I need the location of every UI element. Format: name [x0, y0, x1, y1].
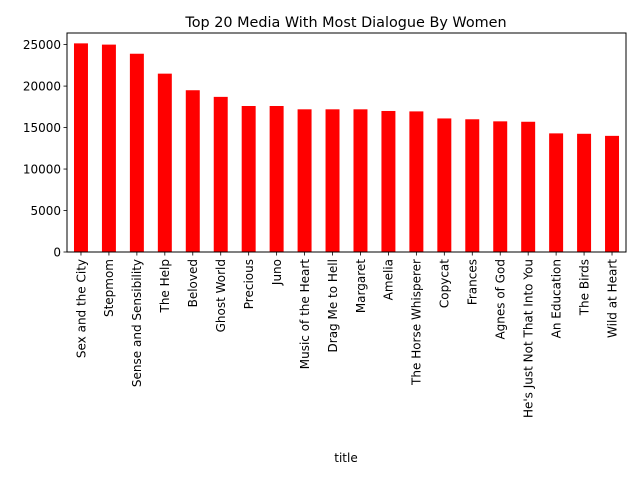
bar	[325, 109, 340, 253]
bar	[157, 73, 172, 252]
bar	[465, 119, 480, 252]
x-tick-label: Ghost World	[214, 259, 228, 332]
y-tick-label: 25000	[23, 38, 61, 52]
x-tick-label: Beloved	[186, 259, 200, 307]
bar	[269, 106, 284, 252]
bar	[353, 109, 368, 253]
bar	[297, 109, 312, 253]
y-tick-label: 10000	[23, 163, 61, 177]
bar	[605, 135, 620, 252]
x-tick-label: Amelia	[382, 259, 396, 300]
chart-title: Top 20 Media With Most Dialogue By Women	[184, 15, 506, 31]
bar	[241, 106, 256, 252]
bar	[493, 121, 508, 252]
x-tick-label: An Education	[549, 259, 563, 338]
x-axis: Sex and the City Stepmom Sense and Sensibi…	[74, 252, 619, 418]
bar	[577, 133, 592, 252]
bar	[409, 111, 424, 252]
bars	[73, 43, 620, 253]
x-tick-label: Music of the Heart	[298, 259, 312, 370]
bar	[521, 121, 536, 253]
y-tick-label: 0	[53, 246, 61, 260]
x-tick-label: He's Just Not That Into You	[521, 259, 535, 418]
bar	[437, 118, 452, 253]
x-tick-label: Margaret	[354, 259, 368, 313]
y-axis: 0 5000 10000 15000 20000 25000	[23, 38, 67, 260]
plot-frame	[66, 32, 627, 253]
x-tick-label: Precious	[242, 259, 256, 309]
x-axis-label: title	[334, 451, 357, 465]
x-tick-label: The Birds	[577, 259, 591, 316]
x-tick-label: The Horse Whisperer	[410, 259, 424, 386]
x-tick-label: Sex and the City	[74, 259, 88, 358]
bar	[101, 44, 116, 253]
x-tick-label: Stepmom	[102, 259, 116, 317]
bar	[73, 43, 88, 252]
y-tick-label: 20000	[23, 80, 61, 94]
x-tick-label: Agnes of God	[494, 259, 508, 340]
x-tick-label: Sense and Sensibility	[130, 259, 144, 387]
bar	[381, 110, 396, 253]
x-tick-label: Juno	[270, 259, 284, 286]
bar	[185, 90, 200, 252]
bar	[129, 53, 144, 253]
y-tick-label: 5000	[30, 204, 61, 218]
x-tick-label: Frances	[466, 259, 480, 305]
x-tick-label: The Help	[158, 259, 172, 314]
bar	[549, 133, 564, 252]
x-tick-label: Drag Me to Hell	[326, 259, 340, 352]
x-tick-label: Copycat	[438, 259, 452, 308]
bar	[213, 96, 228, 252]
y-tick-label: 15000	[23, 121, 61, 135]
x-tick-label: Wild at Heart	[605, 259, 619, 338]
